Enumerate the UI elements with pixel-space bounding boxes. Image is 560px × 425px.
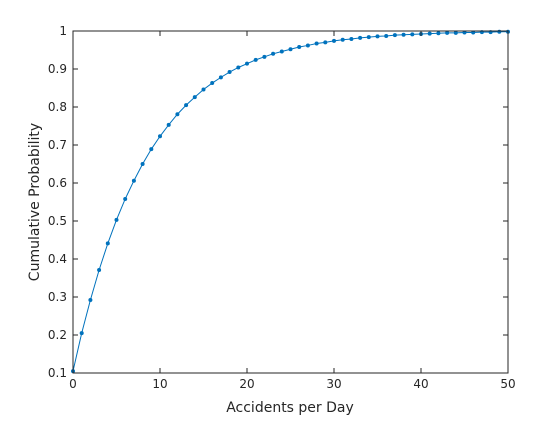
data-point [114,217,119,222]
data-point [105,241,110,246]
data-point [210,81,215,86]
data-point [392,33,397,38]
data-point [358,35,363,40]
y-tick-label: 0.5 [48,214,67,228]
data-point [314,41,319,46]
data-point [131,178,136,183]
data-point [123,196,128,201]
data-point [288,47,293,52]
data-point [253,57,258,62]
data-point [227,70,232,75]
x-axis-label: Accidents per Day [226,400,354,416]
data-point [262,54,267,59]
x-tick-label: 0 [69,377,77,391]
data-point [192,95,197,100]
data-point [375,34,380,39]
y-tick-label: 0.1 [48,366,67,380]
y-tick-label: 0.4 [48,252,67,266]
data-point [245,61,249,66]
data-point [149,147,154,152]
data-point [279,49,284,54]
y-tick-label: 0.2 [48,328,67,342]
data-point [271,51,276,56]
data-point [366,35,371,40]
plot-area [73,31,508,373]
data-point [201,87,206,92]
data-point [401,32,406,37]
data-point [349,36,354,41]
data-point [79,331,84,336]
data-point [445,30,450,35]
x-tick-label: 20 [239,377,254,391]
data-point [97,268,102,273]
x-tick-label: 30 [326,377,341,391]
data-point [497,29,502,34]
y-axis-label: Cumulative Probability [27,123,43,281]
y-tick-label: 0.9 [48,62,67,76]
data-point [436,31,441,36]
data-point [323,40,328,45]
data-point [88,298,93,303]
data-point [332,38,336,43]
data-point [140,162,145,166]
x-tick-label: 40 [413,377,428,391]
y-tick-label: 0.6 [48,176,67,190]
data-point [218,75,223,80]
data-point [340,37,345,42]
y-tick-label: 0.7 [48,138,67,152]
axes-box [72,30,509,374]
data-point [158,134,162,139]
data-point [471,30,476,35]
data-point [427,31,432,36]
data-point [175,112,180,117]
data-point [462,30,467,35]
data-point [184,103,189,108]
data-point [305,43,310,48]
y-tick-label: 0.3 [48,290,67,304]
data-point [236,65,241,70]
data-point [297,44,302,49]
data-point [410,32,415,37]
y-tick-label: 0.8 [48,100,67,114]
y-tick-label: 1 [59,24,67,38]
data-point [166,122,171,127]
data-point [384,33,389,38]
x-tick-label: 10 [152,377,167,391]
x-tick-label: 50 [500,377,515,391]
data-point [453,30,458,35]
